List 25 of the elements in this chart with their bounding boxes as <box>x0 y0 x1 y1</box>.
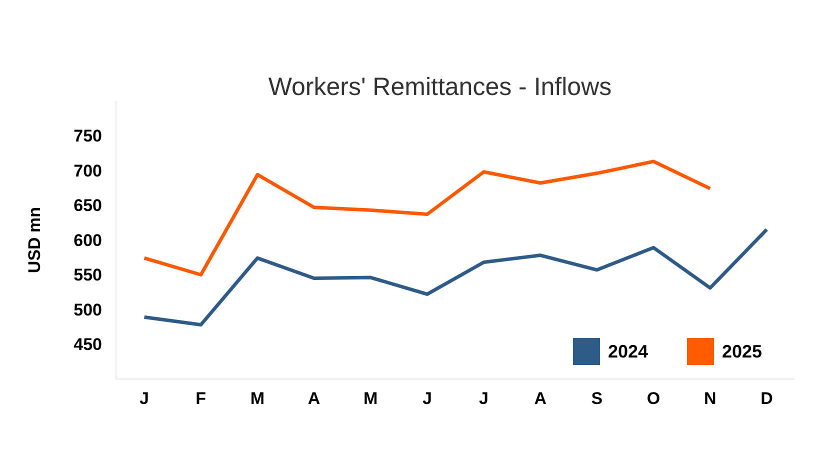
x-tick-label: S <box>591 389 603 408</box>
y-tick-label: 700 <box>74 161 102 180</box>
y-tick-label: 600 <box>74 230 102 250</box>
y-tick-label: 550 <box>74 266 102 285</box>
x-tick-label: D <box>760 389 773 408</box>
y-tick-label: 500 <box>74 300 102 320</box>
legend-label: 2024 <box>608 341 648 362</box>
legend-label: 2025 <box>722 341 762 362</box>
x-tick-label: A <box>308 389 320 408</box>
x-tick-label: M <box>250 389 265 408</box>
y-tick-label: 750 <box>74 126 102 146</box>
x-tick-label: M <box>364 389 378 408</box>
x-tick-label: N <box>704 389 716 408</box>
x-tick-label: F <box>196 389 206 408</box>
line-series <box>142 228 768 327</box>
x-tick-label: A <box>534 389 547 408</box>
chart-title: Workers' Remittances - Inflows <box>268 73 612 101</box>
x-tick-label: J <box>479 389 489 408</box>
x-tick-label: O <box>646 389 660 408</box>
y-tick-label: 450 <box>74 335 102 354</box>
y-tick-label: 650 <box>74 196 102 216</box>
y-axis-title: USD mn <box>25 206 44 274</box>
line-series <box>142 160 712 276</box>
x-tick-label: J <box>422 389 432 408</box>
x-tick-label: J <box>140 389 150 408</box>
